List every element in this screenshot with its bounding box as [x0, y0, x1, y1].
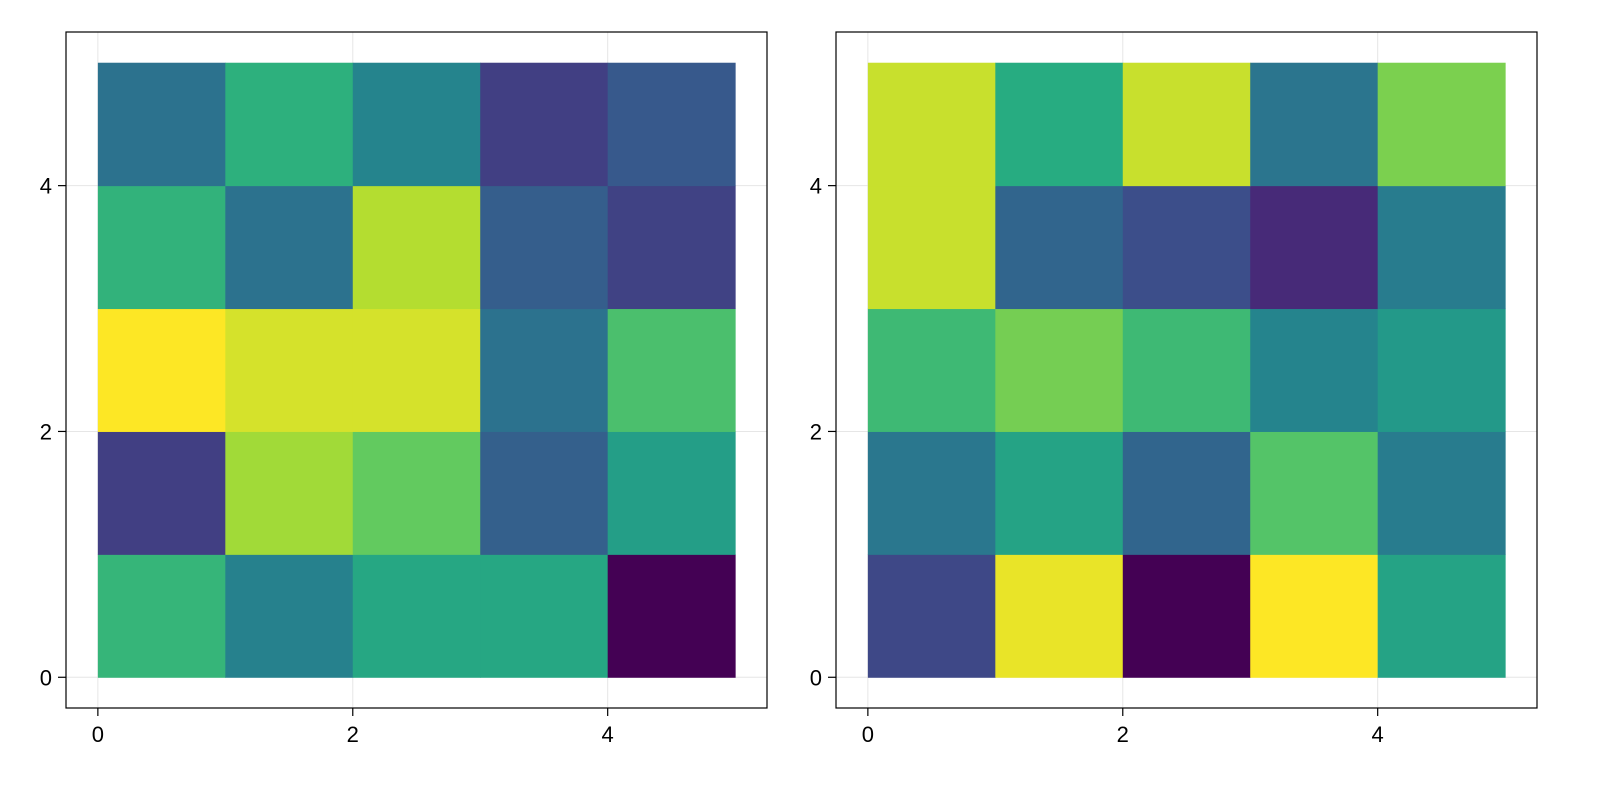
- heatmap-cell: [480, 185, 609, 310]
- heatmap-cell: [352, 431, 481, 555]
- heatmap-cell: [480, 308, 609, 432]
- heatmap-panel-right: 0 2 4 0 2 4: [810, 31, 1538, 747]
- y-tick-label: 2: [40, 419, 52, 444]
- heatmap-cell: [867, 554, 996, 678]
- x-tick-label: 4: [602, 722, 614, 747]
- heatmap-cell: [867, 62, 996, 187]
- heatmap-cell: [1377, 554, 1506, 678]
- x-tick-label: 2: [347, 722, 359, 747]
- heatmap-cell: [1122, 554, 1251, 678]
- heatmap-cell: [225, 62, 354, 187]
- heatmap-cell: [480, 554, 609, 678]
- heatmap-cell: [97, 431, 226, 555]
- heatmap-cell: [995, 185, 1124, 310]
- heatmap-cell: [1250, 554, 1379, 678]
- x-tick-label: 4: [1372, 722, 1384, 747]
- y-tick-label: 0: [810, 665, 822, 690]
- heatmap-cell: [995, 554, 1124, 678]
- heatmap-cell: [97, 62, 226, 187]
- heatmap-cell: [352, 554, 481, 678]
- heatmap-cell: [97, 185, 226, 310]
- axes-frame: [65, 31, 768, 709]
- y-tick-label: 4: [40, 174, 52, 199]
- heatmap-cell: [1250, 62, 1379, 187]
- heatmap-cell: [1250, 185, 1379, 310]
- heatmap-cell: [607, 185, 736, 310]
- y-tick-label: 0: [40, 665, 52, 690]
- heatmap-cell: [1377, 62, 1506, 187]
- heatmap-cell: [867, 308, 996, 432]
- heatmap-cell: [225, 308, 354, 432]
- heatmap-cell: [995, 308, 1124, 432]
- heatmap-cell: [607, 431, 736, 555]
- heatmap-cell: [867, 185, 996, 310]
- heatmap-cell: [1122, 185, 1251, 310]
- heatmap-cell: [352, 185, 481, 310]
- y-tick-label: 4: [810, 174, 822, 199]
- axes-frame: [835, 31, 1538, 709]
- x-tick-label: 0: [92, 722, 104, 747]
- heatmap-cell: [607, 308, 736, 432]
- x-tick-label: 0: [862, 722, 874, 747]
- heatmap-cell: [995, 62, 1124, 187]
- heatmap-cell: [97, 554, 226, 678]
- heatmap-cell: [1122, 62, 1251, 187]
- x-tick-label: 2: [1117, 722, 1129, 747]
- heatmap-cell: [1377, 431, 1506, 555]
- heatmap-cell: [1377, 308, 1506, 432]
- heatmap-cell: [995, 431, 1124, 555]
- heatmap-cell: [225, 185, 354, 310]
- y-tick-label: 2: [810, 419, 822, 444]
- heatmap-cell: [480, 62, 609, 187]
- heatmap-cell: [225, 431, 354, 555]
- heatmap-panel-left: 0 2 4 0 2 4: [40, 31, 768, 747]
- heatmap-cell: [1122, 308, 1251, 432]
- heatmap-cell: [607, 554, 736, 678]
- heatmap-cell: [97, 308, 226, 432]
- heatmap-cell: [352, 308, 481, 432]
- heatmap-cell: [1122, 431, 1251, 555]
- heatmap-cell: [480, 431, 609, 555]
- heatmap-cell: [867, 431, 996, 555]
- heatmap-cell: [1250, 308, 1379, 432]
- heatmap-cell: [352, 62, 481, 187]
- heatmap-cell: [1377, 185, 1506, 310]
- heatmap-cell: [607, 62, 736, 187]
- heatmap-cell: [1250, 431, 1379, 555]
- heatmap-cell: [225, 554, 354, 678]
